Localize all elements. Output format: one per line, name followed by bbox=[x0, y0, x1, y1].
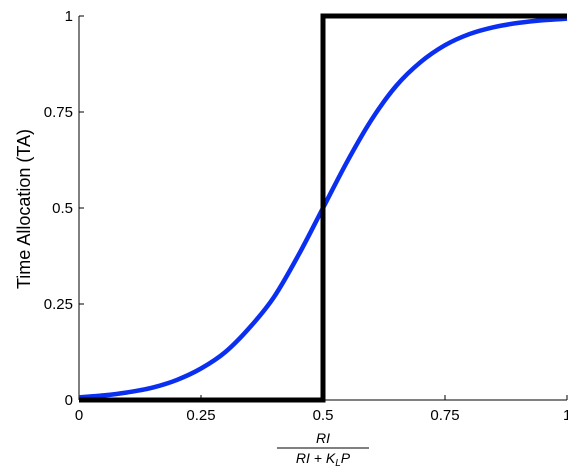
x-tick-label: 1 bbox=[563, 407, 568, 424]
x-tick-label: 0.75 bbox=[430, 407, 459, 424]
x-label-denominator-sub: L bbox=[335, 458, 341, 467]
y-tick-label: 0.5 bbox=[52, 200, 73, 217]
y-tick-label: 0.75 bbox=[44, 104, 73, 121]
series-step-function bbox=[79, 13, 567, 403]
x-label-denominator-main: RI + K bbox=[296, 450, 336, 466]
y-tick-label: 0.25 bbox=[44, 296, 73, 313]
x-tick-label: 0 bbox=[75, 407, 83, 424]
x-label-numerator: RI bbox=[316, 430, 330, 446]
y-tick-label: 0 bbox=[65, 392, 73, 409]
y-tick-label: 1 bbox=[65, 8, 73, 25]
x-label-denominator-tail: P bbox=[341, 450, 351, 466]
x-axis-label: RI RI + KLP bbox=[277, 430, 369, 467]
x-tick-label: 0.5 bbox=[313, 407, 334, 424]
x-tick-label: 0.25 bbox=[186, 407, 215, 424]
series-layer bbox=[78, 13, 568, 403]
y-axis-label: Time Allocation (TA) bbox=[14, 129, 34, 289]
x-label-denominator: RI + KLP bbox=[296, 450, 351, 467]
tick-labels: 0 0.25 0.5 0.75 1 0 0.25 0.5 0.75 1 bbox=[44, 8, 568, 424]
